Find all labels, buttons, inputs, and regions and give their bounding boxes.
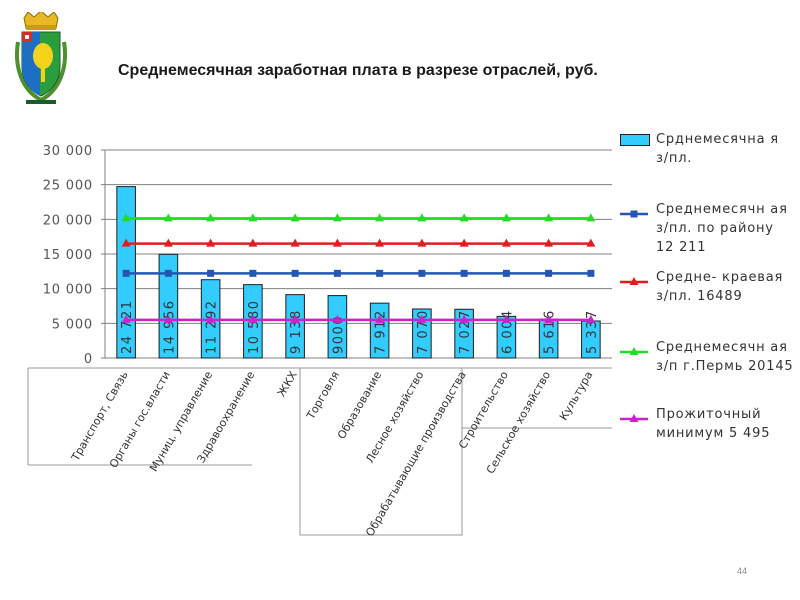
line-marker — [586, 238, 596, 247]
line-marker — [206, 238, 216, 247]
line-marker — [544, 238, 554, 247]
legend-swatch — [620, 134, 650, 146]
y-tick-label: 5 000 — [52, 317, 93, 332]
y-tick-label: 30 000 — [43, 144, 93, 159]
line-marker — [121, 213, 131, 222]
line-marker — [291, 269, 299, 277]
line-marker — [163, 238, 173, 247]
category-label: Культура — [557, 369, 596, 423]
legend-swatch — [620, 204, 648, 218]
line-marker — [207, 269, 215, 277]
line-marker — [417, 213, 427, 222]
y-tick-label: 25 000 — [43, 179, 93, 194]
legend-label: Средне- краевая з/пл. 16489 — [656, 270, 784, 304]
line-marker — [418, 269, 426, 277]
line-marker — [332, 213, 342, 222]
line-marker — [122, 269, 130, 277]
legend-label: Среднемесячн ая з/пл. по району 12 211 — [656, 202, 788, 255]
y-tick-label: 20 000 — [43, 213, 93, 228]
line-marker — [206, 213, 216, 222]
bar-value-label: 7 027 — [458, 309, 473, 354]
line-marker — [502, 269, 510, 277]
bar-value-label: 10 580 — [247, 300, 262, 355]
bar-value-label: 7 912 — [374, 309, 389, 354]
line-marker — [163, 213, 173, 222]
legend-swatch — [620, 342, 648, 355]
line-marker — [249, 269, 257, 277]
line-marker — [501, 213, 511, 222]
line-marker — [459, 314, 469, 323]
line-marker — [375, 238, 385, 247]
line-marker — [459, 238, 469, 247]
bar-value-label: 5 337 — [585, 309, 600, 354]
y-tick-label: 10 000 — [43, 283, 93, 298]
line-marker — [164, 269, 172, 277]
coat-of-arms-emblem — [12, 10, 70, 108]
bar-value-label: 5 616 — [543, 309, 558, 354]
bar — [369, 302, 390, 359]
bar-value-label: 9000 — [331, 315, 346, 354]
category-label: ЖКХ — [275, 369, 300, 399]
slide-title: Среднемесячная заработная плата в разрез… — [118, 62, 598, 79]
line-marker — [248, 213, 258, 222]
y-tick-label: 15 000 — [43, 248, 93, 263]
category-label: Торговля — [304, 369, 342, 422]
bar-value-label: 9 138 — [289, 309, 304, 354]
category-panel-border — [299, 368, 463, 536]
bar-value-label: 11 292 — [205, 300, 220, 355]
bar-value-label: 6 004 — [500, 309, 515, 354]
line-marker — [248, 314, 258, 323]
bar — [285, 294, 305, 359]
bar-value-label: 7 070 — [416, 309, 431, 354]
line-marker — [587, 269, 595, 277]
line-marker — [206, 314, 216, 323]
line-marker — [417, 238, 427, 247]
line-marker — [121, 314, 131, 323]
line-marker — [290, 238, 300, 247]
bar — [454, 308, 474, 359]
line-marker — [586, 213, 596, 222]
line-marker — [163, 314, 173, 323]
line-marker — [545, 269, 553, 277]
legend-label: Срднемесячна я з/пл. — [656, 132, 779, 166]
line-marker — [375, 314, 385, 323]
line-marker — [375, 213, 385, 222]
page-number: 44 — [737, 566, 748, 576]
line-marker — [459, 213, 469, 222]
bar-value-label: 14 956 — [162, 300, 177, 355]
line-marker — [332, 238, 342, 247]
legend-label: Прожиточный минимум 5 495 — [656, 407, 771, 441]
line-marker — [501, 314, 511, 323]
legend-swatch — [620, 409, 648, 422]
line-marker — [544, 314, 554, 323]
bar — [412, 308, 432, 359]
legend-label: Среднемесячн ая з/п г.Пермь 20145 — [656, 340, 794, 374]
legend-swatch — [620, 272, 648, 285]
line-marker — [460, 269, 468, 277]
line-marker — [248, 238, 258, 247]
y-tick-label: 0 — [84, 352, 93, 367]
bar — [327, 295, 348, 359]
line-marker — [290, 213, 300, 222]
line-marker — [121, 238, 131, 247]
line-marker — [332, 314, 342, 323]
line-marker — [586, 314, 596, 323]
line-marker — [333, 269, 341, 277]
bar — [158, 253, 179, 359]
line-marker — [501, 238, 511, 247]
category-label: Образование — [335, 369, 384, 442]
line-marker — [417, 314, 427, 323]
bar-value-label: 24 721 — [120, 300, 135, 355]
line-marker — [544, 213, 554, 222]
line-marker — [376, 269, 384, 277]
line-marker — [290, 314, 300, 323]
